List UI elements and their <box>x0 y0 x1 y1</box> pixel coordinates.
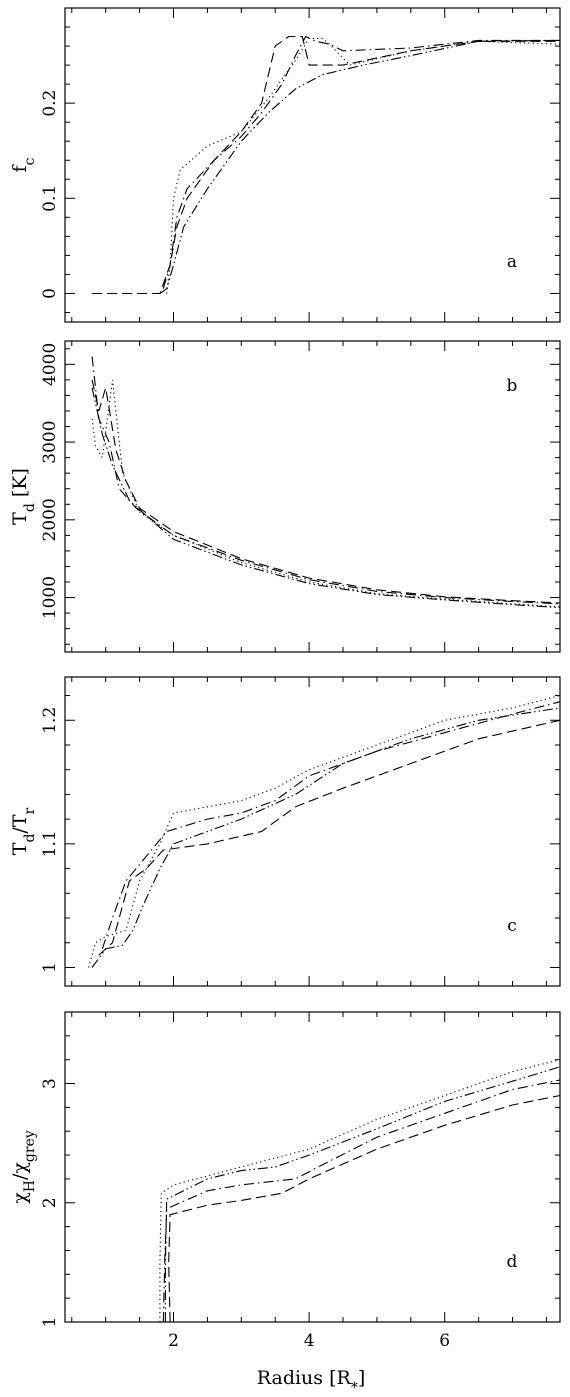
panel-label: c <box>507 916 517 936</box>
y-axis-label: fc <box>9 157 38 172</box>
y-tick-label: 2000 <box>40 498 60 541</box>
panel-b: 1000 2000 3000 4000 Td [K] b <box>9 340 561 653</box>
panel-frame <box>64 340 561 653</box>
y-tick-label: 2 <box>40 1197 60 1208</box>
y-axis-label-denominator: /T <box>9 814 31 833</box>
series-line-dashdot <box>162 1079 561 1323</box>
series-line-dashdot <box>91 356 561 605</box>
y-tick-label: 3 <box>40 1078 60 1089</box>
y-axis-label-sub: H <box>22 1180 38 1192</box>
y-tick-label: 1.2 <box>40 707 60 734</box>
series-line-dashed <box>168 1094 561 1323</box>
y-axis-label: χH/χgrey <box>9 1130 38 1204</box>
x-axis-label: Radius [R*] <box>257 1367 365 1396</box>
series-line-dotted <box>91 379 561 608</box>
panel-label: b <box>507 376 518 396</box>
y-tick-label: 3000 <box>40 420 60 463</box>
series-line-dashed <box>91 379 561 604</box>
y-axis-label-main: T <box>9 842 31 855</box>
y-axis-label-sub2: r <box>22 807 38 814</box>
y-axis-label-sub2: grey <box>22 1130 38 1162</box>
series-line-dashdot <box>162 35 560 289</box>
y-axis-label-sub: d <box>22 834 38 843</box>
panel-a: 0 0.1 0.2 fc a <box>9 7 561 323</box>
panel-c: 1 1.1 1.2 Td/Tr c <box>9 676 561 987</box>
series-line-dashed <box>92 35 560 295</box>
series-line-dashdot <box>101 701 561 950</box>
y-tick-label: 0 <box>40 288 60 299</box>
y-tick-label: 0.1 <box>40 185 60 212</box>
panel-label: a <box>507 252 517 272</box>
series-line-dashdotdot <box>91 387 561 609</box>
y-tick-label: 1 <box>40 962 60 973</box>
y-axis-label-main: f <box>9 163 31 172</box>
x-tick-label: 2 <box>168 1331 179 1351</box>
y-axis-label-main: χ <box>9 1192 31 1204</box>
series-line-dotted <box>88 694 561 968</box>
y-tick-label: 4000 <box>40 343 60 386</box>
x-tick-label: 4 <box>304 1331 315 1351</box>
y-tick-label: 1.1 <box>40 830 60 857</box>
panel-frame <box>64 1011 561 1323</box>
y-tick-label: 1 <box>40 1317 60 1328</box>
y-axis-label-main: T <box>9 512 31 525</box>
series-line-dashdotdot <box>159 39 561 294</box>
panel-frame <box>64 676 561 987</box>
x-axis-label-main: Radius [R <box>257 1367 352 1389</box>
y-axis-label-denominator: /χ <box>9 1162 31 1180</box>
panel-frame <box>64 7 561 323</box>
series-line-dashdotdot <box>91 707 561 968</box>
panel-label: d <box>507 1252 518 1272</box>
y-tick-label: 0.2 <box>40 90 60 117</box>
series-line-dotted <box>159 1059 561 1322</box>
y-axis-label: Td/Tr <box>9 807 38 855</box>
series-line-dashed <box>98 719 561 956</box>
y-axis-label-sub: c <box>22 157 38 165</box>
x-axis-label-sub: * <box>351 1380 358 1396</box>
y-axis-label: Td [K] <box>9 468 38 525</box>
series-line-dashdotdot <box>164 1066 561 1322</box>
series-line-dotted <box>166 37 561 294</box>
x-axis-label-close: ] <box>358 1367 365 1389</box>
y-axis-label-unit: [K] <box>9 468 31 503</box>
y-axis-label-sub: d <box>22 503 38 512</box>
x-tick-label: 6 <box>439 1331 450 1351</box>
y-tick-label: 1000 <box>40 576 60 619</box>
